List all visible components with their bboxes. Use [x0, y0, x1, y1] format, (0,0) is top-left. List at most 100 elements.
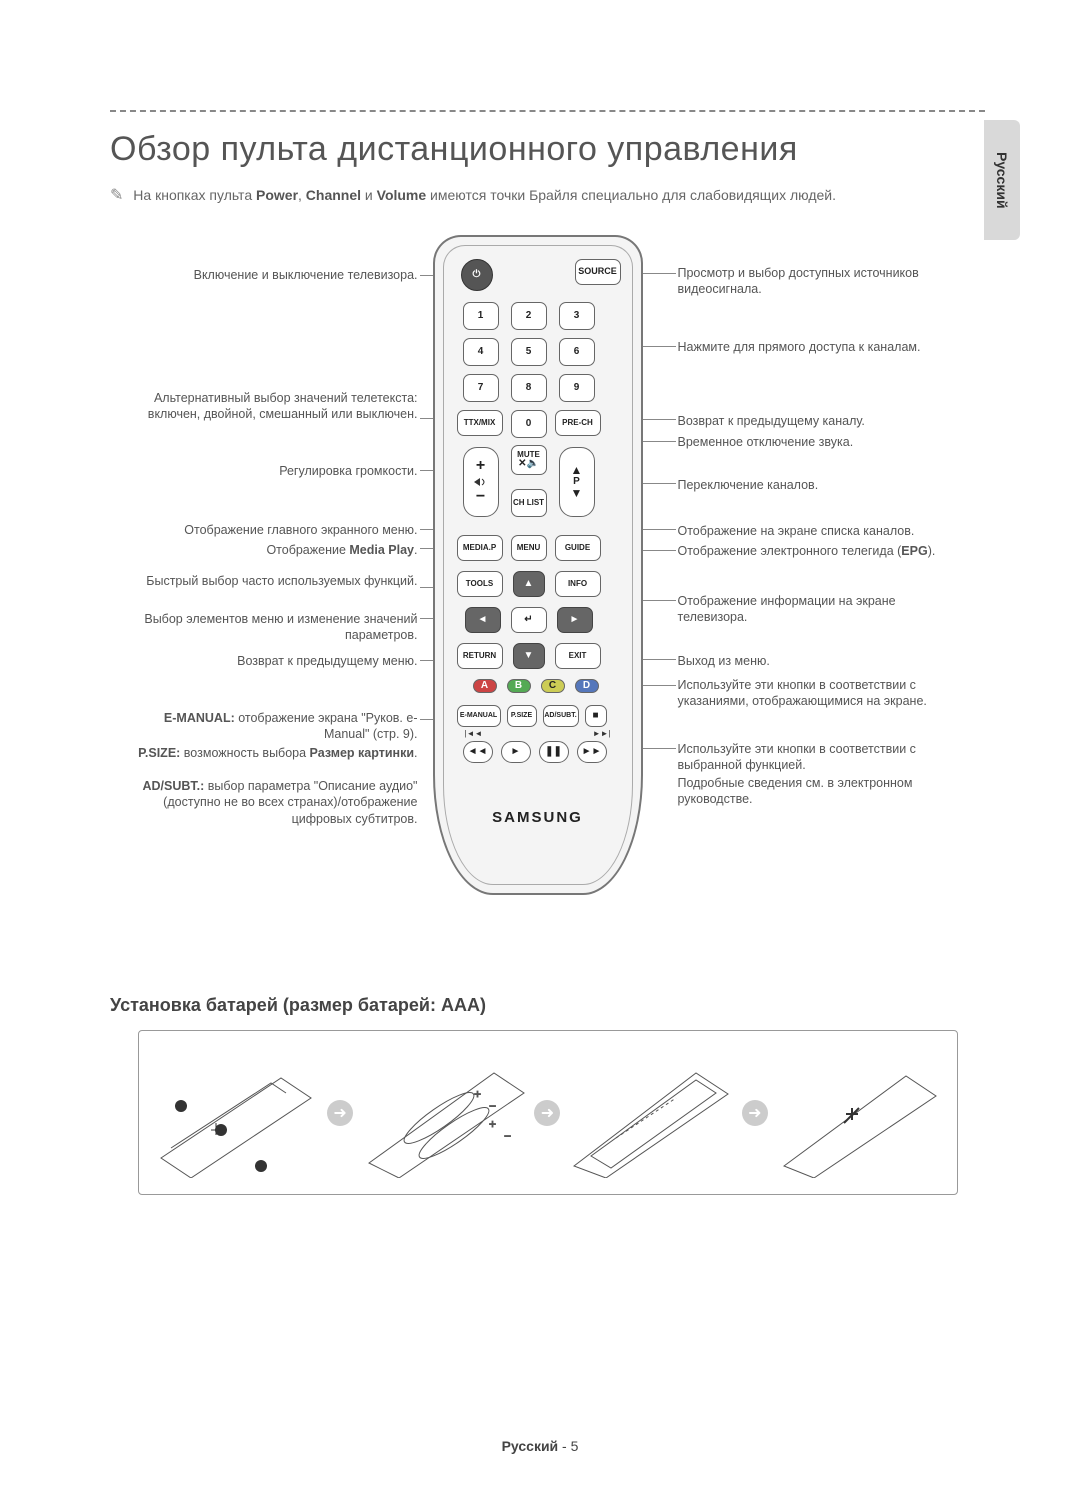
arrow-icon: ➜ — [742, 1100, 768, 1126]
callout-menu: Отображение главного экранного меню. — [138, 522, 418, 538]
callout-adsubt: AD/SUBT.: выбор параметра "Описание ауди… — [138, 778, 418, 827]
callout-mute: Временное отключение звука. — [678, 434, 948, 450]
key-6: 6 — [559, 338, 595, 366]
battery-step-1 — [151, 1048, 321, 1178]
rewind-button: ◄◄ — [463, 741, 493, 763]
callout-nav: Выбор элементов меню и изменение значени… — [138, 611, 418, 644]
language-tab: Русский — [984, 120, 1020, 240]
ttx-button: TTX/MIX — [457, 410, 503, 436]
key-4: 4 — [463, 338, 499, 366]
callout-return: Возврат к предыдущему меню. — [138, 653, 418, 669]
language-tab-label: Русский — [994, 152, 1010, 209]
volume-icon — [472, 475, 490, 489]
callout-prech: Возврат к предыдущему каналу. — [678, 413, 948, 429]
svg-text:−: − — [489, 1099, 496, 1113]
callout-exit: Выход из меню. — [678, 653, 948, 669]
svg-text:+: + — [474, 1087, 481, 1101]
menu-button: MENU — [511, 535, 547, 561]
return-button: RETURN — [457, 643, 503, 669]
nav-left: ◄ — [465, 607, 501, 633]
volume-rocker: + − — [463, 447, 499, 517]
battery-step-4 — [774, 1048, 944, 1178]
ffwd-button: ►► — [577, 741, 607, 763]
battery-steps: ➜ + − + − ➜ ➜ — [138, 1030, 958, 1195]
color-a: A — [473, 679, 497, 693]
remote-diagram: Включение и выключение телевизора. Альте… — [138, 235, 958, 935]
skip-next-icon: ►►| — [593, 729, 611, 738]
brand-label: SAMSUNG — [435, 809, 641, 826]
callout-numbers: Нажмите для прямого доступа к каналам. — [678, 339, 948, 355]
callout-ttx: Альтернативный выбор значений телетекста… — [138, 390, 418, 423]
callout-emanual: E-MANUAL: отображение экрана "Руков. e-M… — [138, 710, 418, 743]
pause-button: ❚❚ — [539, 741, 569, 763]
callout-channel: Переключение каналов. — [678, 477, 948, 493]
key-5: 5 — [511, 338, 547, 366]
enter-button: ↵ — [511, 607, 547, 633]
info-button: INFO — [555, 571, 601, 597]
emanual-button: E-MANUAL — [457, 705, 501, 727]
svg-text:+: + — [489, 1117, 496, 1131]
nav-right: ► — [557, 607, 593, 633]
color-d: D — [575, 679, 599, 693]
callout-colors: Используйте эти кнопки в соответствии с … — [678, 677, 948, 710]
callout-transport: Используйте эти кнопки в соответствии с … — [678, 741, 948, 774]
callout-guide: Отображение электронного телегида (EPG). — [678, 543, 948, 559]
prech-button: PRE-CH — [555, 410, 601, 436]
callout-psize: P.SIZE: возможность выбора Размер картин… — [138, 745, 418, 761]
source-button: SOURCE — [575, 259, 621, 285]
mediap-button: MEDIA.P — [457, 535, 503, 561]
note-bold-power: Power — [256, 187, 298, 203]
braille-note: ✎ На кнопках пульта Power, Channel и Vol… — [110, 185, 985, 205]
note-bold-volume: Volume — [377, 187, 427, 203]
key-9: 9 — [559, 374, 595, 402]
battery-heading: Установка батарей (размер батарей: AAA) — [110, 995, 985, 1016]
power-button: ⏻ — [461, 259, 493, 291]
key-2: 2 — [511, 302, 547, 330]
color-c: C — [541, 679, 565, 693]
footer-lang: Русский — [502, 1438, 559, 1454]
svg-text:−: − — [504, 1129, 511, 1143]
callout-info: Отображение информации на экране телевиз… — [678, 593, 948, 626]
callout-volume: Регулировка громкости. — [138, 463, 418, 479]
color-b: B — [507, 679, 531, 693]
note-icon: ✎ — [110, 187, 123, 204]
page-footer: Русский - 5 — [0, 1438, 1080, 1454]
mute-button: MUTE ✕🔈 — [511, 445, 547, 475]
callout-more: Подробные сведения см. в электронном рук… — [678, 775, 948, 808]
callout-mediap: Отображение Media Play. — [138, 542, 418, 558]
play-button: ► — [501, 741, 531, 763]
arrow-icon: ➜ — [327, 1100, 353, 1126]
remote-outline: ⏻ SOURCE 1 2 3 4 5 6 7 8 9 TTX/MIX 0 PRE… — [433, 235, 643, 895]
manual-page: Русский Обзор пульта дистанционного упра… — [0, 0, 1080, 1494]
note-bold-channel: Channel — [306, 187, 361, 203]
key-3: 3 — [559, 302, 595, 330]
psize-button: P.SIZE — [507, 705, 537, 727]
key-0: 0 — [511, 410, 547, 438]
key-1: 1 — [463, 302, 499, 330]
key-7: 7 — [463, 374, 499, 402]
page-title: Обзор пульта дистанционного управления — [110, 130, 985, 169]
top-dashed-rule — [110, 110, 985, 112]
channel-rocker: ▲ P ▼ — [559, 447, 595, 517]
skip-prev-icon: |◄◄ — [465, 729, 483, 738]
nav-up: ▲ — [513, 571, 545, 597]
callout-source: Просмотр и выбор доступных источников ви… — [678, 265, 948, 298]
arrow-icon: ➜ — [534, 1100, 560, 1126]
battery-step-2: + − + − — [359, 1048, 529, 1178]
key-8: 8 — [511, 374, 547, 402]
tools-button: TOOLS — [457, 571, 503, 597]
adsubt-button: AD/SUBT. — [543, 705, 579, 727]
battery-step-3 — [566, 1048, 736, 1178]
chevron-down-icon: ▼ — [571, 487, 583, 500]
callout-chlist: Отображение на экране списка каналов. — [678, 523, 948, 539]
callout-power: Включение и выключение телевизора. — [138, 267, 418, 283]
exit-button: EXIT — [555, 643, 601, 669]
callout-tools: Быстрый выбор часто используемых функций… — [138, 573, 418, 589]
chlist-button: CH LIST — [511, 489, 547, 517]
stop-button: ■ — [585, 705, 607, 727]
nav-down: ▼ — [513, 643, 545, 669]
note-prefix: На кнопках пульта — [133, 187, 256, 203]
footer-page: - 5 — [558, 1438, 578, 1454]
note-suffix: имеются точки Брайля специально для слаб… — [426, 187, 836, 203]
chevron-up-icon: ▲ — [571, 464, 583, 477]
